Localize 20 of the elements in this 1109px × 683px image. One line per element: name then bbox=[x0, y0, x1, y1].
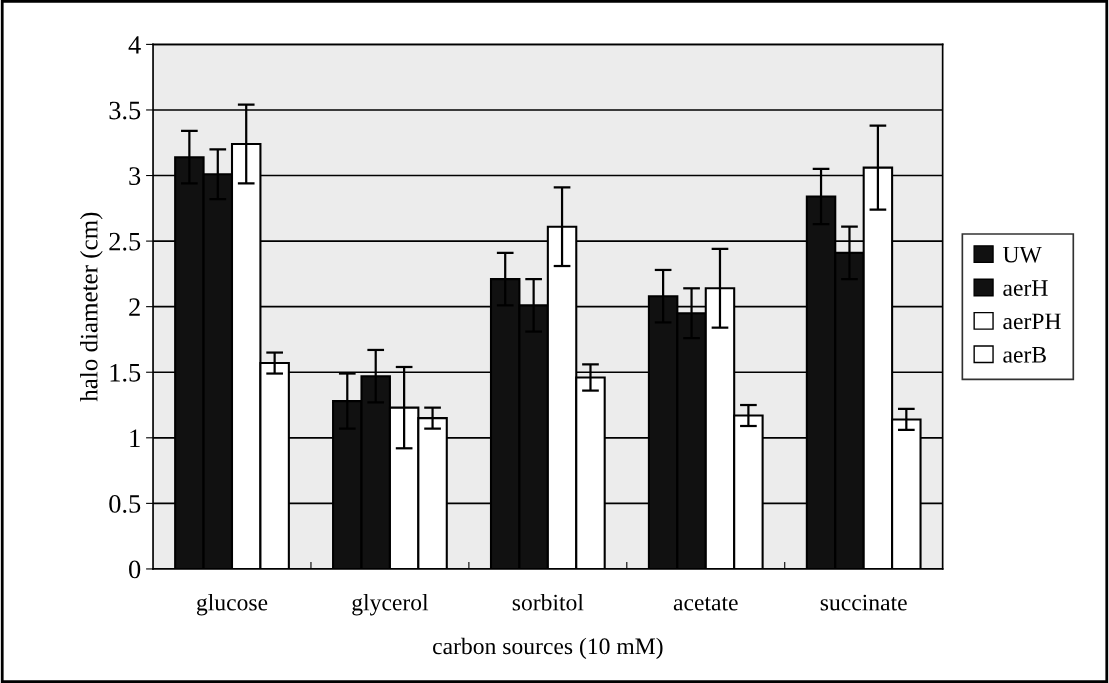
y-tick-label: 2 bbox=[129, 298, 140, 316]
y-tick-label: 3.5 bbox=[109, 101, 141, 120]
x-tick-label: glucose bbox=[196, 593, 268, 616]
x-tick-label: succinate bbox=[820, 594, 907, 611]
x-tick-label: glycerol bbox=[352, 593, 429, 616]
y-tick-label: 0.5 bbox=[109, 494, 141, 513]
y-tick-label: 0 bbox=[129, 560, 141, 579]
x-axis-title: carbon sources (10 mM) bbox=[433, 637, 663, 660]
y-tick-label: 3 bbox=[129, 167, 141, 185]
legend-label: aerPH bbox=[1003, 313, 1061, 330]
y-tick-label: 2.5 bbox=[109, 232, 141, 251]
legend-label: aerB bbox=[1003, 347, 1046, 363]
y-tick-label: 1 bbox=[130, 429, 140, 447]
y-tick-label: 4 bbox=[128, 36, 141, 54]
y-tick-label: 1.5 bbox=[110, 363, 141, 382]
legend-label: UW bbox=[1002, 246, 1042, 263]
legend-label: aerH bbox=[1003, 280, 1048, 296]
x-tick-label: acetate bbox=[673, 597, 738, 611]
y-axis-title: halo diameter (cm) bbox=[80, 212, 103, 402]
x-tick-label: sorbitol bbox=[512, 593, 584, 611]
